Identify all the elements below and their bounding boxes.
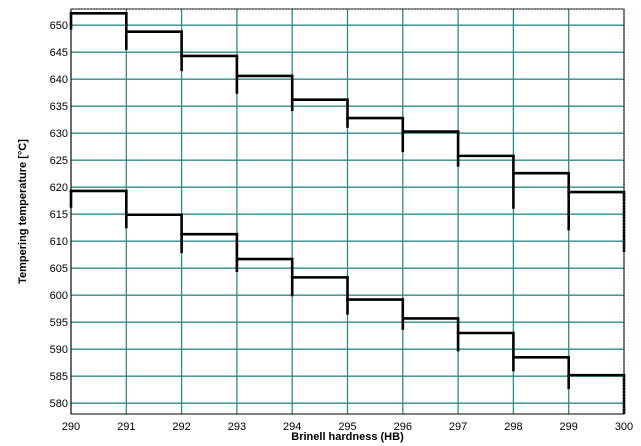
grid <box>70 9 625 414</box>
x-tick-label: 293 <box>228 421 246 433</box>
y-tick-label: 620 <box>50 182 68 194</box>
x-tick-label: 300 <box>615 421 633 433</box>
y-axis-title: Tempering temperature [°C] <box>17 139 29 284</box>
x-tick-label: 294 <box>283 421 301 433</box>
series-2 <box>69 189 626 414</box>
x-tick-label: 298 <box>504 421 522 433</box>
y-tick-label: 615 <box>50 209 68 221</box>
y-tick-label: 605 <box>50 263 68 275</box>
y-tick-label: 645 <box>50 47 68 59</box>
x-tick-label: 290 <box>62 421 80 433</box>
x-axis-title: Brinell hardness (HB) <box>291 431 404 443</box>
y-tick-label: 595 <box>50 317 68 329</box>
y-tick-label: 635 <box>50 101 68 113</box>
x-tick-label: 299 <box>560 421 578 433</box>
y-tick-label: 585 <box>50 371 68 383</box>
y-tick-label: 610 <box>50 236 68 248</box>
x-tick-label: 297 <box>449 421 467 433</box>
y-axis-ticks: 580 585 590 595 600 605 610 615 620 625 630 635 640 6… <box>50 20 68 410</box>
y-tick-label: 590 <box>50 344 68 356</box>
x-tick-label: 292 <box>172 421 190 433</box>
y-tick-label: 650 <box>50 20 68 32</box>
y-tick-label: 580 <box>50 398 68 410</box>
x-axis-ticks: 290 291 292 293 294 295 296 297 298 299 300 <box>62 421 633 433</box>
x-tick-label: 295 <box>338 421 356 433</box>
x-tick-label: 296 <box>394 421 412 433</box>
y-tick-label: 630 <box>50 128 68 140</box>
y-tick-label: 600 <box>50 290 68 302</box>
y-tick-label: 640 <box>50 74 68 86</box>
y-tick-label: 625 <box>50 155 68 167</box>
x-tick-label: 291 <box>117 421 135 433</box>
